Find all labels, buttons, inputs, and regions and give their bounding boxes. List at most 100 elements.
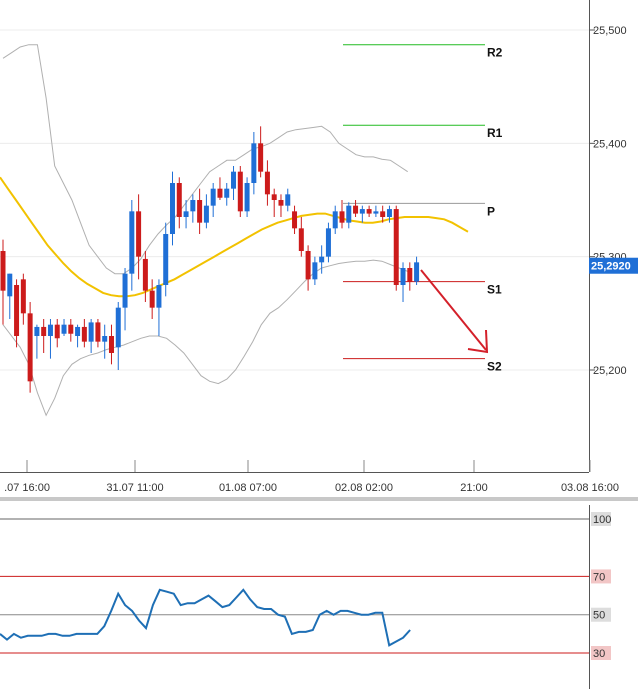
- candle: [359, 205, 365, 223]
- candle: [285, 188, 291, 212]
- candle: [400, 262, 406, 302]
- candle: [224, 183, 230, 206]
- candle: [271, 188, 277, 217]
- candle: [305, 245, 311, 291]
- candlesticks: [0, 126, 420, 393]
- time-tick-label: 01.08 07:00: [219, 482, 277, 494]
- time-tick-label: 21:00: [460, 482, 488, 494]
- level-label-r1: R1: [487, 126, 503, 140]
- candle: [231, 166, 237, 200]
- candle: [20, 273, 26, 325]
- osc-tick-label: 70: [593, 571, 605, 583]
- candle: [339, 200, 345, 229]
- time-tick-label: 31.07 11:00: [106, 482, 163, 494]
- candle: [129, 200, 135, 291]
- candle: [61, 319, 67, 336]
- candle: [108, 324, 114, 365]
- candle: [47, 319, 53, 359]
- candle: [237, 166, 243, 217]
- candle: [244, 177, 250, 217]
- osc-tick-label: 30: [593, 648, 605, 660]
- candle: [95, 319, 101, 348]
- candle: [0, 239, 6, 325]
- candle: [88, 319, 94, 353]
- candle: [14, 279, 20, 348]
- candle: [183, 200, 189, 229]
- arrow-shaft: [420, 269, 487, 351]
- osc-tick-bg: [591, 646, 611, 660]
- time-tick-label: 02.08 02:00: [335, 482, 393, 494]
- candle: [41, 319, 47, 353]
- oscillator-axis-ticks: 100 70 50 30: [591, 512, 611, 660]
- candle: [264, 160, 270, 206]
- candle: [163, 222, 169, 297]
- pivot-levels: R2 R1 P S1 S2: [343, 44, 503, 374]
- current-price-marker: 25,2920: [589, 257, 638, 274]
- time-tick-label: .07 16:00: [4, 482, 50, 494]
- osc-tick-bg: [591, 569, 611, 584]
- level-label-p: P: [487, 204, 495, 218]
- price-tick-label: 25,200: [593, 365, 627, 377]
- candle: [353, 200, 359, 217]
- candle: [312, 256, 318, 285]
- candle: [81, 319, 87, 348]
- candle: [298, 217, 304, 257]
- candle: [170, 171, 175, 246]
- candle: [27, 302, 33, 393]
- candle: [34, 324, 40, 359]
- candle: [278, 194, 284, 217]
- level-label-s1: S1: [487, 283, 502, 297]
- bollinger-lower: [2, 259, 408, 417]
- osc-tick-bg: [591, 607, 611, 622]
- oscillator-grid: [0, 518, 589, 654]
- oscillator-line: [0, 588, 411, 647]
- osc-tick-label: 100: [593, 514, 611, 526]
- candle: [203, 194, 209, 229]
- level-label-r2: R2: [487, 46, 503, 60]
- candle: [210, 183, 216, 217]
- candle: [149, 279, 155, 319]
- candle: [380, 205, 386, 223]
- ma-line: [0, 176, 469, 298]
- candle: [346, 202, 352, 229]
- candle: [366, 205, 372, 217]
- time-tick-label: 03.08 16:00: [561, 482, 619, 494]
- level-label-s2: S2: [487, 360, 502, 374]
- candle: [325, 222, 331, 263]
- candle: [176, 177, 182, 229]
- candle: [258, 126, 264, 178]
- forecast-arrow: [420, 269, 489, 354]
- candle: [386, 205, 392, 223]
- panel-separator: [0, 497, 638, 501]
- candle: [332, 205, 338, 234]
- candle: [75, 324, 81, 348]
- candle: [190, 194, 196, 223]
- current-price-label: 25,2920: [591, 261, 631, 273]
- price-tick-label: 25,400: [593, 138, 627, 150]
- osc-tick-bg: [591, 512, 611, 526]
- candle: [54, 319, 60, 348]
- current-price-box: [589, 257, 638, 274]
- candle: [136, 194, 142, 280]
- candle: [217, 177, 223, 200]
- candle: [373, 205, 379, 217]
- candle: [319, 245, 325, 274]
- candle: [122, 268, 128, 331]
- arrow-head: [467, 329, 489, 354]
- candle: [7, 273, 13, 319]
- price-tick-label: 25,500: [593, 25, 627, 37]
- oscillator-series: [0, 588, 411, 647]
- candle: [414, 256, 420, 285]
- candle: [102, 324, 108, 359]
- time-axis-ticks: .07 16:00 31.07 11:00 01.08 07:00 02.08 02:…: [4, 460, 619, 494]
- candle: [156, 279, 162, 336]
- bollinger-upper: [2, 44, 408, 275]
- moving-average: [0, 176, 469, 298]
- candle: [393, 205, 399, 291]
- candle: [292, 205, 298, 234]
- candle: [407, 262, 413, 291]
- candle: [115, 302, 121, 370]
- osc-tick-label: 50: [593, 610, 605, 622]
- candle: [197, 188, 203, 234]
